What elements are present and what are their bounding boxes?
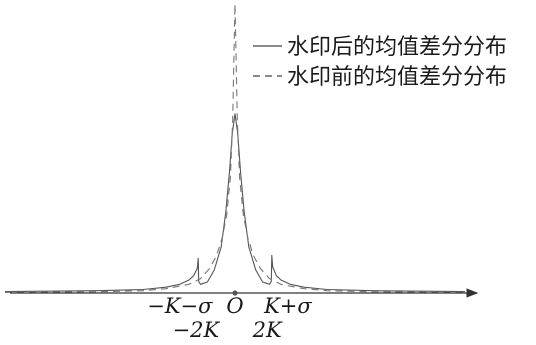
series-line-before (4, 3, 466, 293)
tick-label-0: −K−σ (147, 294, 213, 318)
origin-dot (232, 290, 238, 296)
legend-label-before: 水印前的均值差分分布 (287, 65, 507, 90)
legend: 水印后的均值差分分布 水印前的均值差分分布 (253, 35, 507, 90)
legend-entry-before: 水印前的均值差分分布 (253, 65, 507, 90)
tick-label-3: 2K (252, 318, 283, 342)
series-layer (4, 3, 466, 293)
legend-entry-after: 水印后的均值差分分布 (253, 35, 507, 60)
legend-label-after: 水印后的均值差分分布 (287, 35, 507, 60)
tick-labels: O −K−σ K+σ −2K 2K (147, 294, 312, 342)
tick-label-1: K+σ (263, 294, 312, 318)
tick-label-2: −2K (173, 318, 221, 342)
series-line-after (4, 113, 466, 293)
origin-label: O (226, 294, 243, 318)
